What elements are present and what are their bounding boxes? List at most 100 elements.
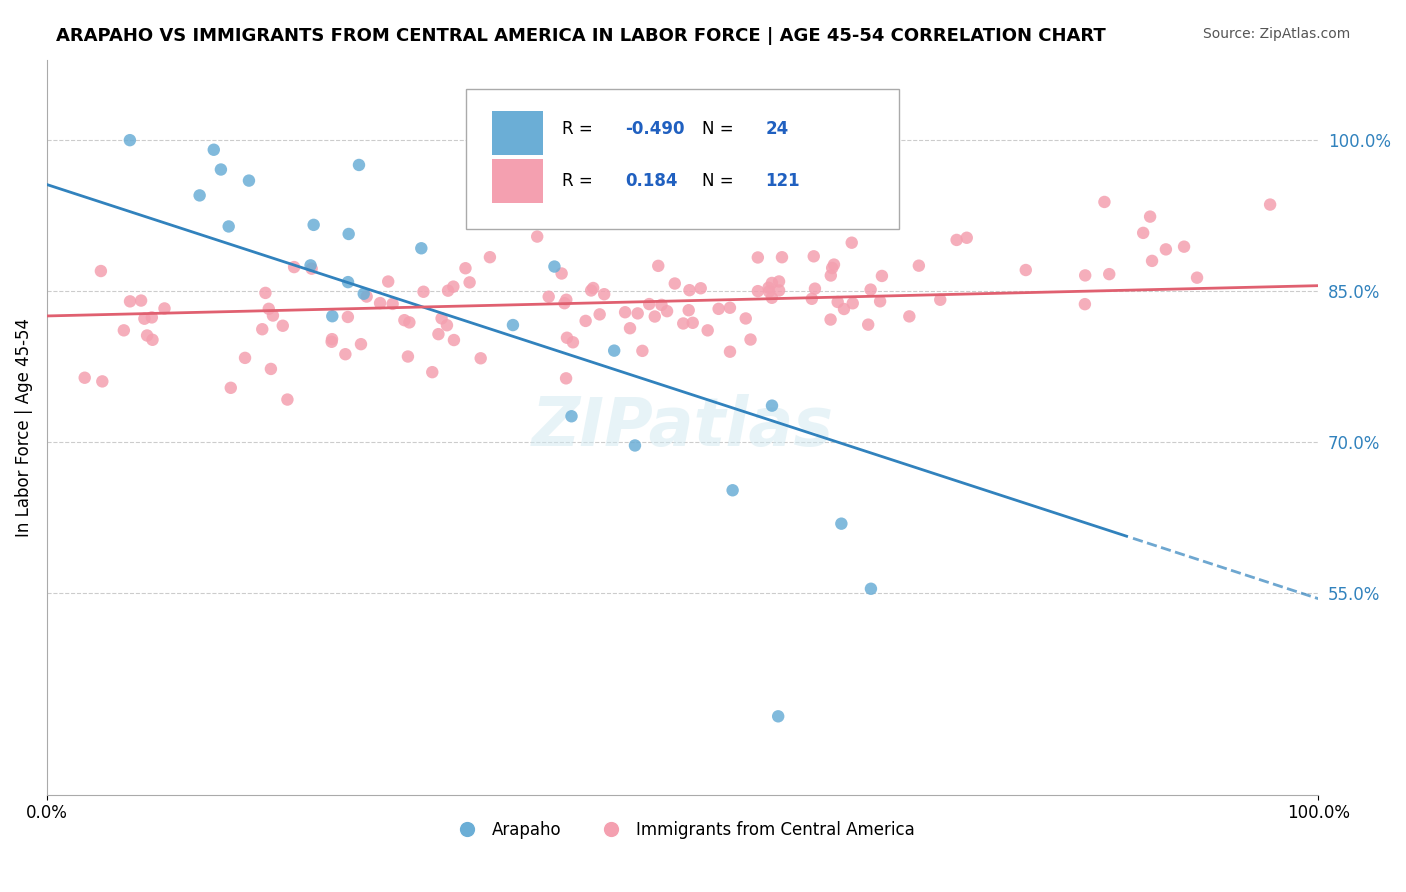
Point (526, 229, 548, 244)
Point (869, 294, 891, 309)
Point (768, 275, 790, 289)
Point (420, 365, 443, 379)
Point (141, 310, 163, 325)
Point (260, 362, 283, 376)
Point (603, 343, 626, 358)
Point (929, 293, 952, 307)
Point (188, 188, 211, 202)
Point (129, 293, 152, 308)
Point (1015, 263, 1038, 277)
Point (1258, 197, 1281, 211)
Point (761, 276, 783, 290)
Point (141, 333, 163, 347)
Point (770, 250, 793, 264)
Point (347, 158, 370, 172)
Point (1132, 226, 1154, 240)
Text: N =: N = (702, 120, 738, 138)
Point (1185, 270, 1208, 285)
Text: -0.490: -0.490 (626, 120, 685, 138)
Point (1098, 267, 1121, 281)
Point (257, 301, 280, 316)
Point (337, 275, 360, 289)
Point (336, 310, 359, 324)
Point (627, 306, 650, 320)
Point (859, 582, 882, 596)
Point (470, 351, 492, 366)
Point (398, 315, 420, 329)
Point (945, 233, 967, 247)
Point (337, 227, 360, 241)
FancyBboxPatch shape (467, 89, 898, 228)
Point (859, 283, 882, 297)
Point (555, 371, 578, 385)
Point (153, 301, 176, 316)
Point (271, 318, 294, 333)
Point (707, 301, 730, 316)
Point (758, 285, 780, 299)
Text: R =: R = (562, 120, 598, 138)
Point (747, 284, 769, 298)
Point (550, 267, 572, 281)
Point (202, 143, 225, 157)
Point (437, 284, 460, 298)
Point (747, 251, 769, 265)
Point (1140, 253, 1163, 268)
Point (734, 311, 756, 326)
Point (1094, 194, 1116, 209)
Point (823, 258, 845, 272)
Text: 24: 24 (765, 120, 789, 138)
Point (761, 399, 783, 413)
Point (841, 296, 863, 310)
Point (804, 282, 827, 296)
Point (436, 318, 458, 333)
Point (233, 351, 256, 365)
Point (672, 317, 695, 331)
Point (841, 235, 863, 250)
Point (956, 231, 979, 245)
Point (800, 292, 823, 306)
Point (377, 275, 399, 289)
Point (73, 370, 96, 384)
Point (830, 516, 852, 531)
Point (761, 291, 783, 305)
Point (353, 286, 375, 301)
Point (283, 260, 305, 274)
Point (112, 323, 135, 337)
Point (589, 307, 612, 321)
Point (678, 303, 700, 318)
Point (678, 283, 700, 297)
Point (768, 284, 790, 298)
Point (443, 333, 465, 347)
Point (209, 162, 232, 177)
Point (537, 290, 560, 304)
Point (478, 250, 501, 264)
Text: 121: 121 (765, 172, 800, 190)
Point (820, 312, 842, 326)
Point (553, 296, 575, 310)
Point (803, 249, 825, 263)
Point (740, 333, 762, 347)
Point (1074, 268, 1097, 283)
Y-axis label: In Labor Force | Age 45-54: In Labor Force | Age 45-54 (15, 318, 32, 537)
Point (136, 328, 159, 343)
Point (758, 281, 780, 295)
Point (832, 301, 855, 316)
Point (321, 334, 343, 349)
Text: R =: R = (562, 172, 598, 190)
Point (254, 285, 277, 300)
Point (766, 709, 789, 723)
Legend: Arapaho, Immigrants from Central America: Arapaho, Immigrants from Central America (443, 814, 922, 846)
Point (555, 331, 578, 345)
Text: ZIPatlas: ZIPatlas (531, 394, 834, 460)
Point (252, 322, 274, 336)
Point (396, 350, 419, 364)
Point (1139, 210, 1161, 224)
Point (381, 297, 404, 311)
Point (1074, 297, 1097, 311)
Point (644, 310, 666, 324)
Point (718, 301, 741, 315)
Point (238, 173, 260, 187)
Point (411, 241, 433, 255)
Point (827, 295, 849, 310)
Point (820, 268, 842, 283)
